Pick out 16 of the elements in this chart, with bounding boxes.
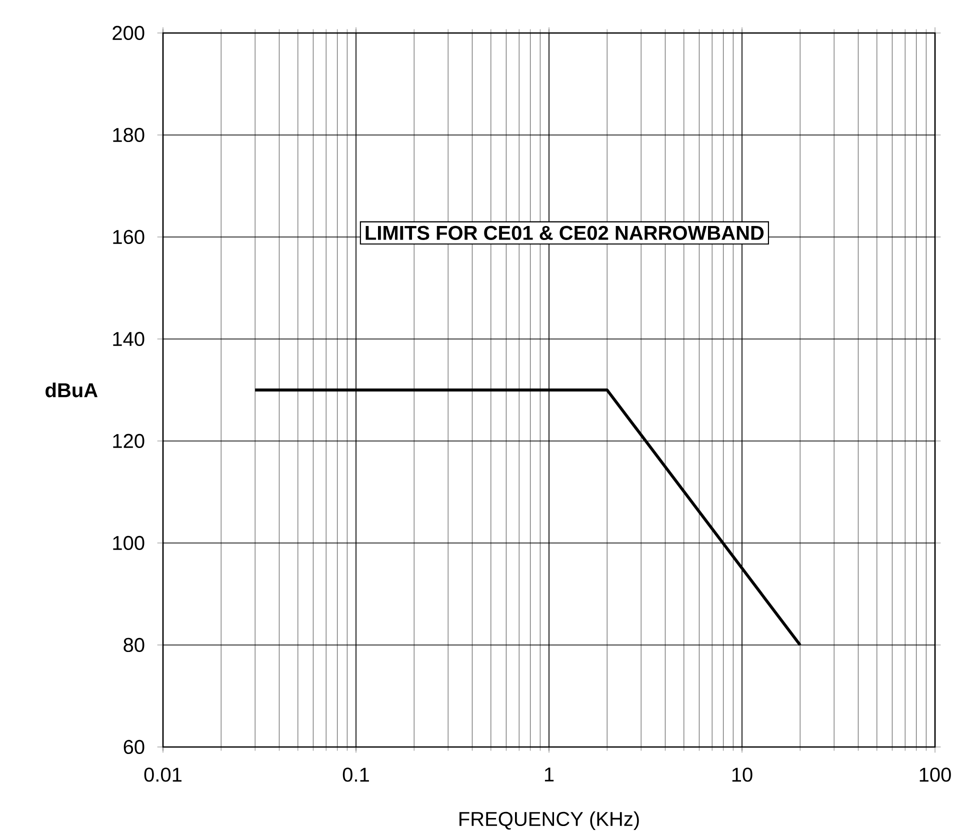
y-tick-label: 180 bbox=[113, 128, 144, 142]
text: LIMITS FOR CE01 & CE02 NARROWBAND bbox=[366, 226, 764, 240]
y-tick-label: 80 bbox=[124, 638, 144, 652]
y-tick-label: 100 bbox=[113, 536, 144, 550]
x-tick-label: 10 bbox=[732, 768, 752, 782]
y-axis-title: dBuA bbox=[46, 382, 98, 398]
x-tick-label: 1 bbox=[544, 768, 554, 782]
y-tick-label: 200 bbox=[112, 26, 144, 40]
y-tick-label: 140 bbox=[113, 332, 144, 346]
x-tick-label: 100 bbox=[920, 768, 951, 782]
x-tick-label: 0.01 bbox=[144, 768, 182, 782]
x-tick-label: 0.1 bbox=[342, 768, 369, 782]
y-tick-label: 160 bbox=[113, 230, 144, 244]
y-tick-label: 120 bbox=[113, 434, 144, 448]
y-tick-label: 60 bbox=[124, 740, 144, 754]
x-axis-title: FREQUENCY (KHz) bbox=[460, 811, 639, 830]
